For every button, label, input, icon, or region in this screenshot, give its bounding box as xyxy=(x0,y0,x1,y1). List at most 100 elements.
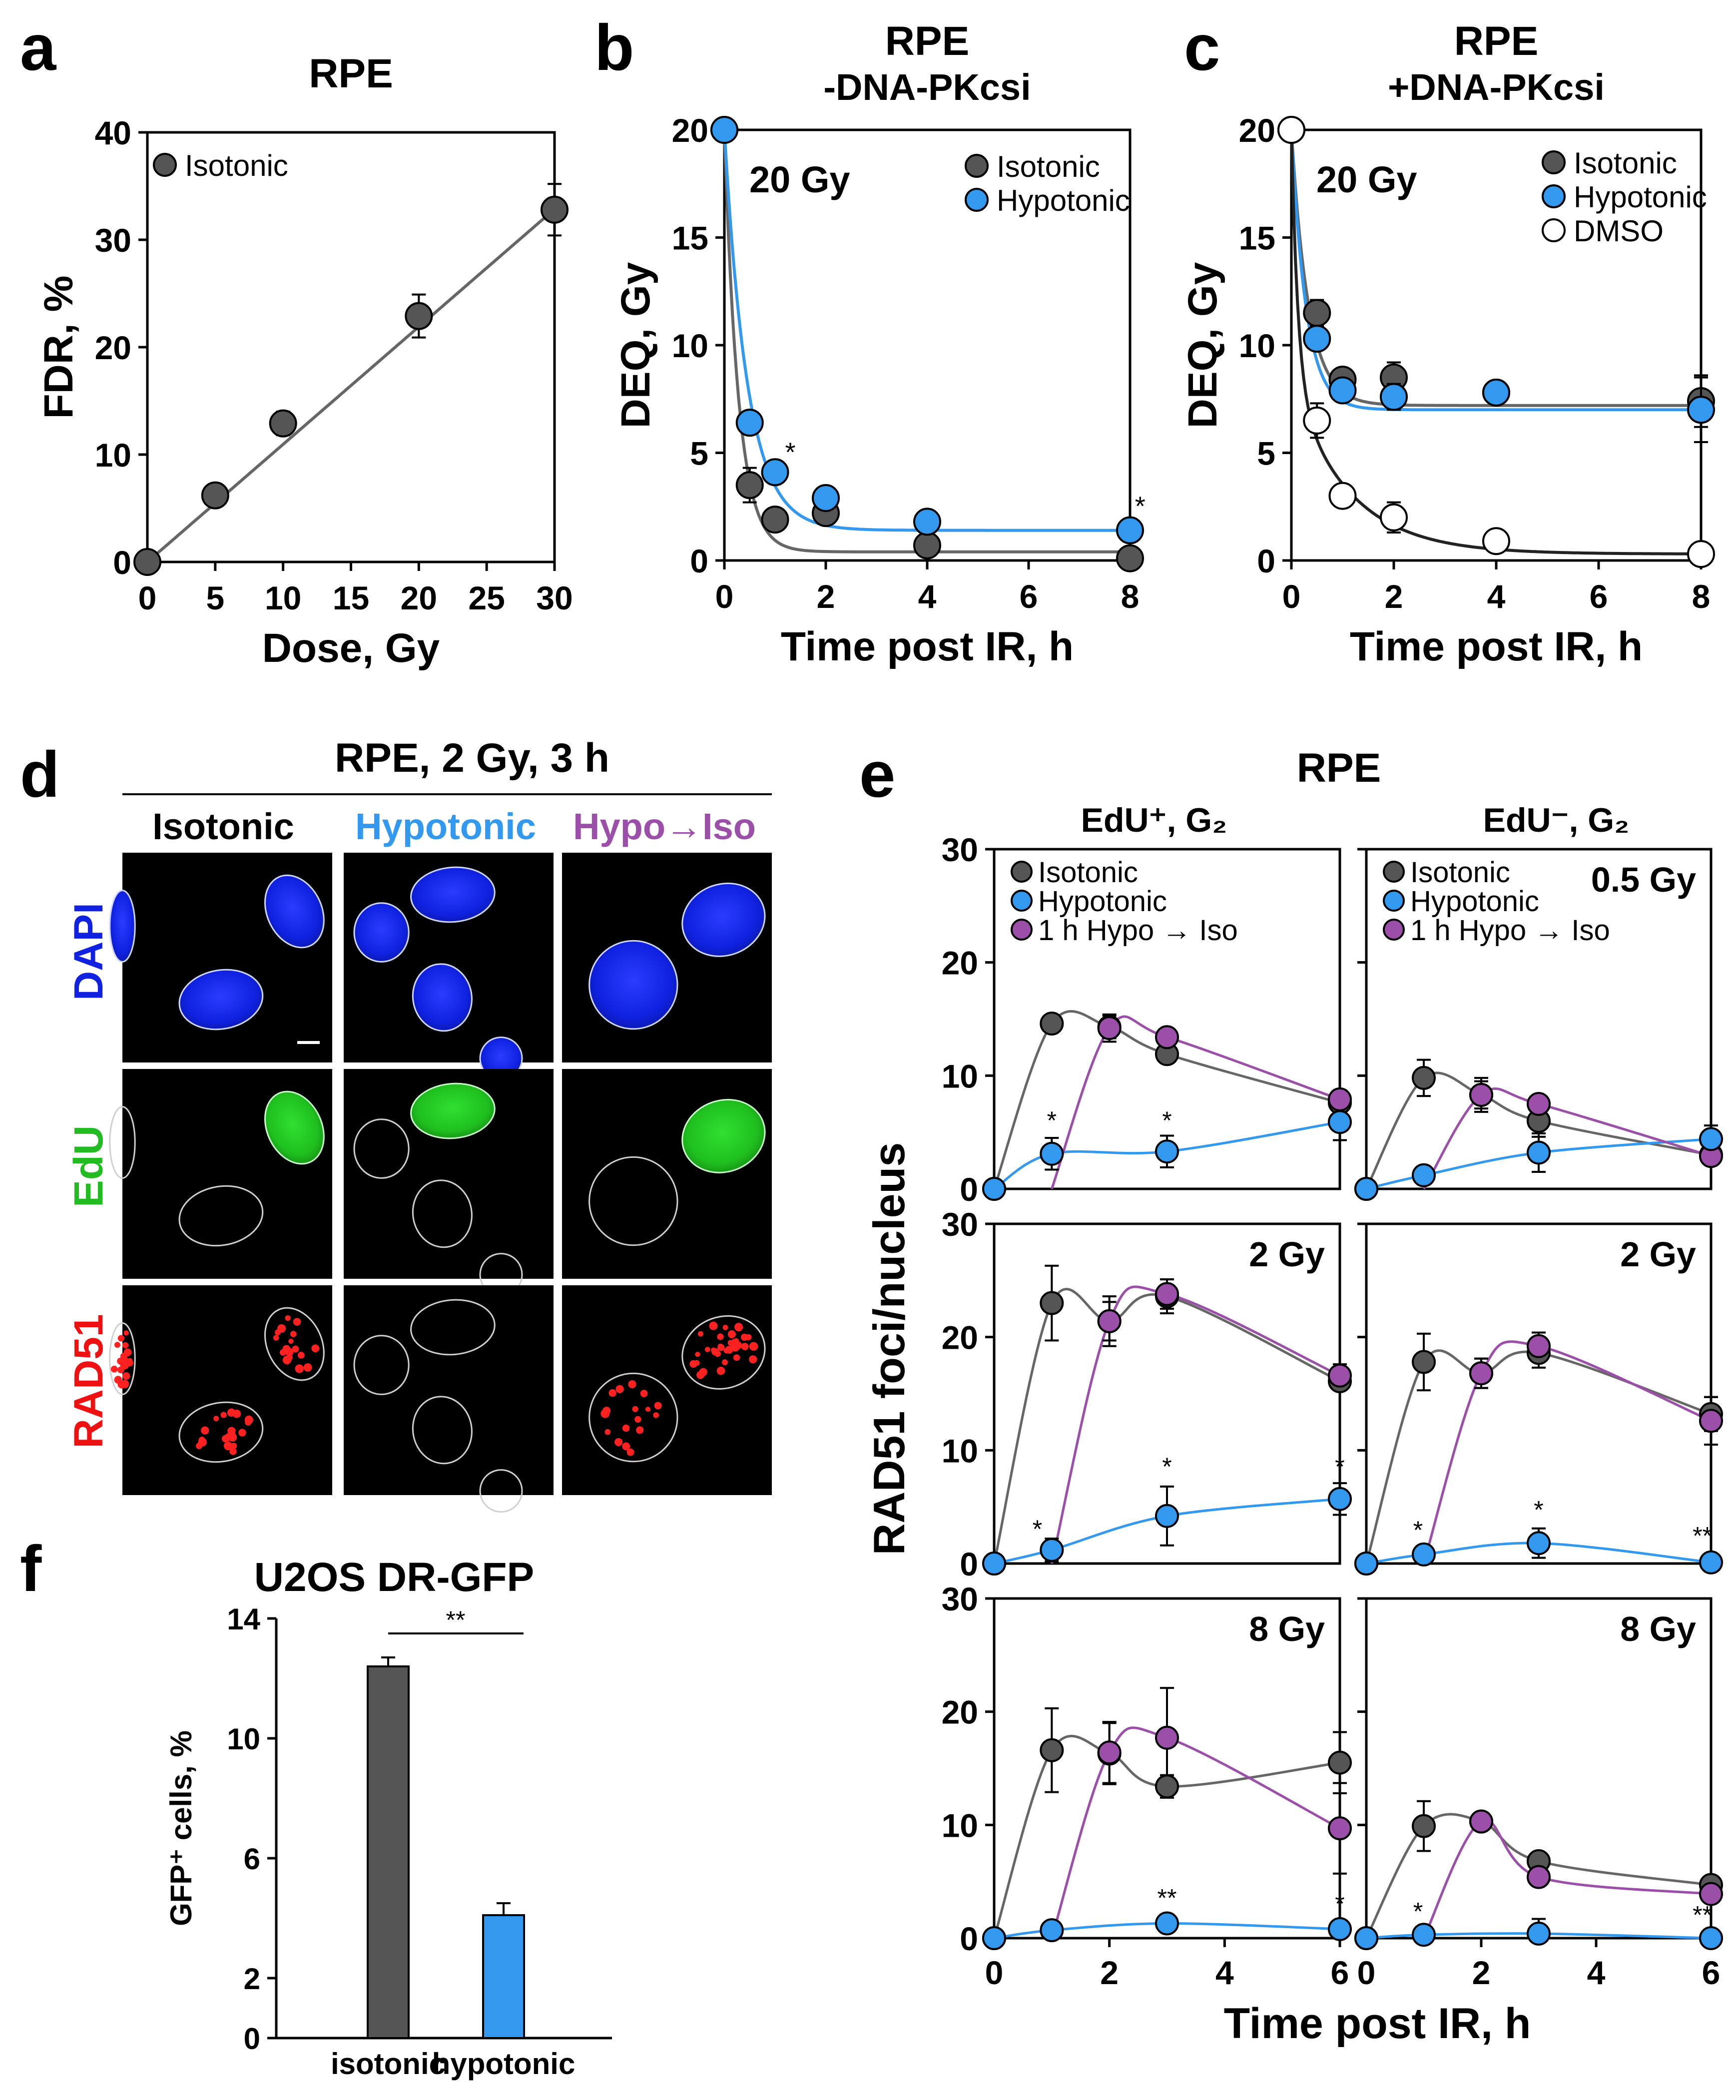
data-point-isotonic xyxy=(541,195,569,224)
rad51-focus xyxy=(717,1343,723,1349)
nucleus-dapi xyxy=(681,882,766,957)
panel-letter-e: e xyxy=(859,738,895,811)
data-point-hypotonic xyxy=(1155,1911,1179,1936)
y-tick-label: 10 xyxy=(942,1057,978,1094)
curve-hypotonic xyxy=(1366,1542,1712,1565)
legend-marker xyxy=(1011,861,1033,883)
significance-star: * xyxy=(1335,1890,1344,1918)
rad51-focus xyxy=(604,1429,611,1435)
data-point-hypotonic xyxy=(982,1177,1006,1201)
y-tick-label: 5 xyxy=(690,435,708,472)
data-point-hypotonic xyxy=(761,458,789,487)
y-tick-label: 0 xyxy=(960,1546,978,1582)
data-point-isotonic xyxy=(1040,1738,1064,1762)
chart-f: U2OS DR-GFP 0 2 6 10 14 GFP⁺ cells, % isotonich… xyxy=(164,1555,612,2081)
y-axis-label: FDR, % xyxy=(36,276,81,419)
rad51-focus xyxy=(634,1416,641,1423)
y-axis-label: DEQ, Gy xyxy=(613,262,658,428)
rad51-focus xyxy=(117,1335,125,1342)
nucleus-outline xyxy=(412,1179,473,1248)
rad51-focus xyxy=(615,1385,624,1394)
x-tick-label: 8 xyxy=(1121,578,1140,615)
fit-curve-isotonic xyxy=(146,208,556,563)
y-tick-label: 10 xyxy=(672,327,708,364)
data-point-isotonic xyxy=(1040,1012,1064,1036)
rad51-focus xyxy=(292,1345,299,1353)
x-tick-label: 5 xyxy=(206,579,224,616)
micrograph-edu-hypoiso xyxy=(562,1069,772,1279)
panel-letter-a: a xyxy=(20,11,57,84)
data-point-isotonic xyxy=(1303,299,1331,327)
curve-hypo-iso xyxy=(1422,1087,1712,1190)
data-point-hypotonic xyxy=(1482,378,1510,407)
rad51-focus xyxy=(117,1380,126,1389)
rad51-focus xyxy=(628,1380,636,1389)
rad51-focus xyxy=(600,1409,610,1418)
data-point-hypotonic xyxy=(1527,1921,1551,1946)
data-point-hypotonic xyxy=(1354,1177,1378,1201)
rad51-focus xyxy=(626,1448,634,1456)
curve-hypo-iso xyxy=(1422,1819,1712,1939)
panel-letter-b: b xyxy=(594,11,634,84)
legend-marker xyxy=(1383,861,1405,883)
rad51-focus xyxy=(224,1433,233,1441)
data-point-hypotonic xyxy=(1155,1504,1179,1528)
data-point-hypo-iso xyxy=(1155,1282,1179,1306)
y-tick-label: 10 xyxy=(95,437,131,474)
rad51-focus xyxy=(232,1409,241,1418)
data-point-isotonic xyxy=(1155,1774,1179,1799)
x-tick-label: isotonic xyxy=(331,2047,446,2081)
data-point-hypotonic xyxy=(1527,1140,1551,1165)
legend-marker-hypotonic xyxy=(965,188,989,212)
significance-star: * xyxy=(1335,1453,1344,1481)
rad51-focus xyxy=(722,1359,728,1366)
chart-title: U2OS DR-GFP xyxy=(254,1555,534,1600)
data-point-hypotonic xyxy=(1527,1531,1551,1556)
x-axis-label: Time post IR, h xyxy=(1350,624,1643,669)
plot-frame xyxy=(1365,1222,1713,1565)
row-label-edu: EdU xyxy=(66,1125,111,1207)
x-tick-label: 2 xyxy=(1100,1954,1119,1991)
data-point-hypotonic xyxy=(1155,1139,1179,1164)
x-tick-label: 8 xyxy=(1692,578,1711,615)
y-tick-label: 20 xyxy=(942,1319,978,1356)
micrograph-rad51-hypotonic xyxy=(344,1285,554,1495)
rad51-focus xyxy=(293,1318,301,1326)
data-point-hypo-iso xyxy=(1155,1725,1179,1750)
rad51-focus xyxy=(275,1329,281,1336)
rad51-focus xyxy=(632,1406,638,1412)
rad51-focus xyxy=(114,1342,120,1348)
legend-marker xyxy=(1383,890,1405,912)
x-tick-label: 6 xyxy=(1020,578,1038,615)
nucleus-dapi xyxy=(264,874,325,949)
rad51-focus xyxy=(699,1368,707,1376)
x-tick-label: 25 xyxy=(468,579,505,616)
subpanel-2-1: 0 2 4 68 Gy* ** xyxy=(1354,1597,1723,1991)
chart-title: RPE xyxy=(885,18,970,64)
col-label-isotonic: Isotonic xyxy=(152,806,294,847)
legend-marker xyxy=(1383,919,1405,941)
legend-label-hypotonic: Hypotonic xyxy=(1574,180,1707,214)
x-tick-label: 10 xyxy=(265,579,301,616)
legend-label: 1 h Hypo → Iso xyxy=(1410,914,1610,947)
data-point-isotonic xyxy=(1412,1814,1436,1838)
nucleus-outline xyxy=(353,1118,410,1179)
y-tick-label: 2 xyxy=(244,1962,260,1996)
x-tick-label: 2 xyxy=(817,578,835,615)
y-axis-label: DEQ, Gy xyxy=(1180,262,1225,428)
data-point-hypotonic xyxy=(1412,1923,1436,1947)
y-tick-label: 0 xyxy=(960,1171,978,1208)
x-tick-label: 2 xyxy=(1472,1954,1491,1991)
plot-frame xyxy=(993,848,1341,1190)
significance-star: * xyxy=(1135,491,1146,521)
data-point-hypo-iso xyxy=(1097,1740,1122,1765)
legend-label: 1 h Hypo → Iso xyxy=(1038,914,1238,947)
col-label-hypoiso: Hypo→Iso xyxy=(573,806,756,847)
y-tick-label: 0 xyxy=(113,544,131,581)
data-point-hypo-iso xyxy=(1469,1361,1493,1386)
data-point-hypotonic xyxy=(1412,1542,1436,1567)
data-point-hypotonic xyxy=(982,1926,1006,1950)
x-tick-label: hypotonic xyxy=(432,2047,576,2081)
curve-hypotonic xyxy=(994,1498,1340,1565)
